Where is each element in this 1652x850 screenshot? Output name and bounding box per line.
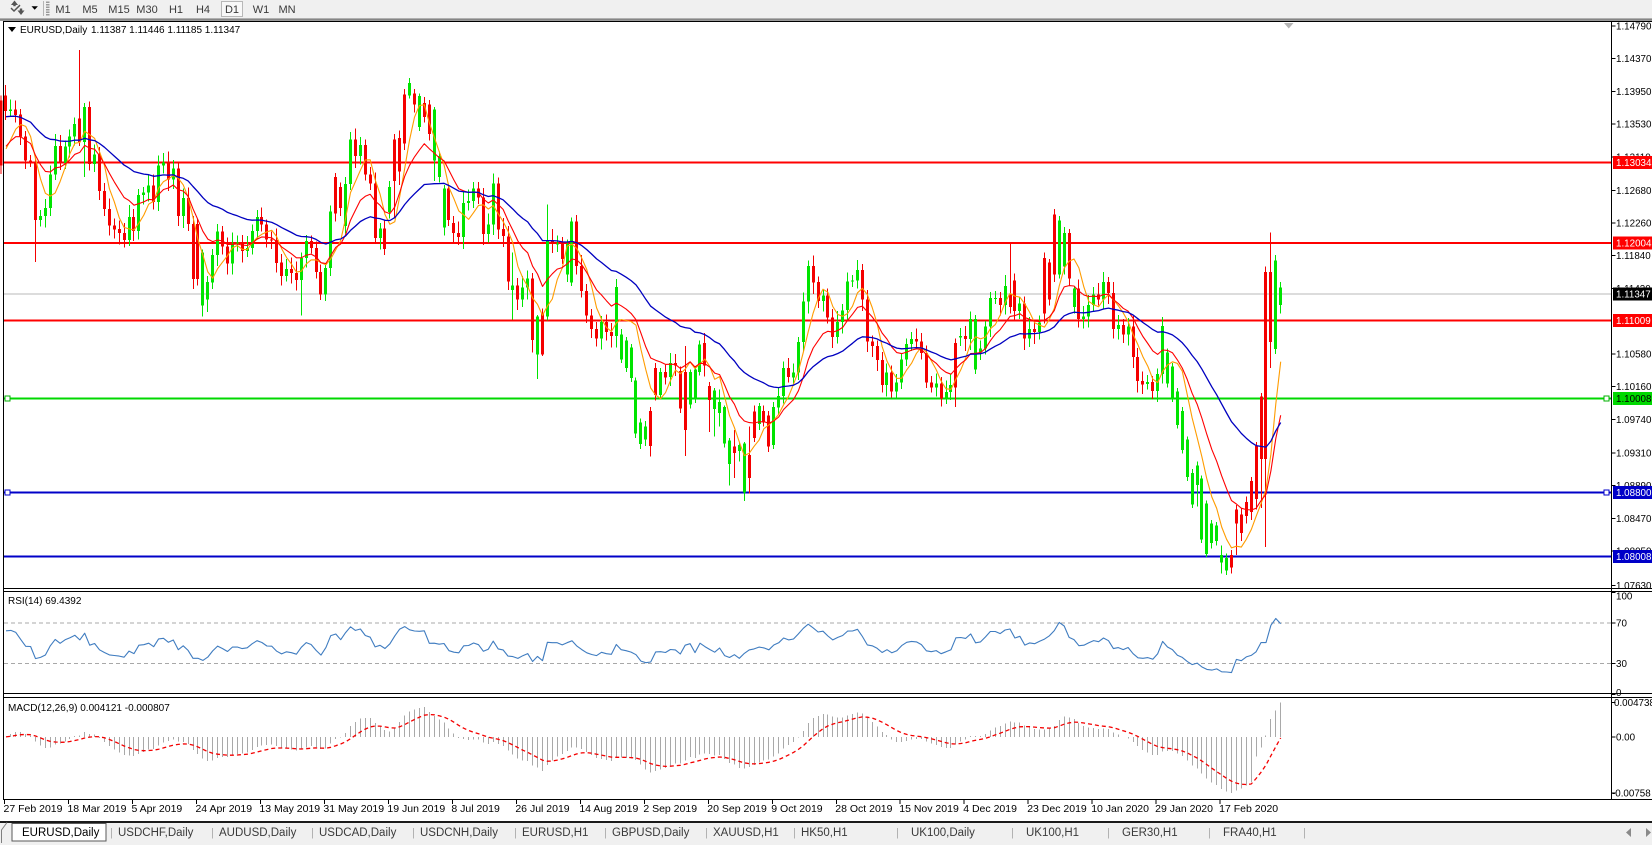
- svg-text:1.11347: 1.11347: [1616, 290, 1651, 301]
- svg-text:0: 0: [1616, 688, 1622, 699]
- svg-text:|: |: [793, 827, 796, 839]
- svg-text:XAUUSD,H1: XAUUSD,H1: [713, 827, 779, 839]
- svg-text:1.11009: 1.11009: [1616, 316, 1651, 327]
- svg-text:1.08470: 1.08470: [1616, 514, 1652, 525]
- svg-text:9 Oct 2019: 9 Oct 2019: [771, 803, 823, 815]
- svg-text:1.09310: 1.09310: [1616, 448, 1652, 459]
- svg-text:UK100,H1: UK100,H1: [1026, 827, 1079, 839]
- svg-text:29 Jan 2020: 29 Jan 2020: [1155, 803, 1213, 815]
- svg-text:0.004738: 0.004738: [1614, 698, 1652, 709]
- svg-text:20 Sep 2019: 20 Sep 2019: [707, 803, 767, 815]
- svg-text:|: |: [1107, 827, 1110, 839]
- svg-text:1.08008: 1.08008: [1616, 552, 1652, 563]
- svg-text:|: |: [1303, 827, 1306, 839]
- svg-text:|: |: [705, 827, 708, 839]
- svg-text:8 Jul 2019: 8 Jul 2019: [451, 803, 500, 815]
- svg-text:M1: M1: [55, 4, 70, 16]
- svg-text:EURUSD,H1: EURUSD,H1: [522, 827, 588, 839]
- svg-text:FRA40,H1: FRA40,H1: [1223, 827, 1277, 839]
- svg-text:70: 70: [1616, 618, 1627, 629]
- svg-text:|: |: [110, 827, 113, 839]
- svg-text:17 Feb 2020: 17 Feb 2020: [1219, 803, 1278, 815]
- svg-text:M30: M30: [136, 4, 157, 16]
- svg-text:1.11387 1.11446 1.11185 1.1134: 1.11387 1.11446 1.11185 1.11347: [91, 25, 241, 36]
- svg-text:1.12004: 1.12004: [1616, 238, 1652, 249]
- svg-text:2 Sep 2019: 2 Sep 2019: [643, 803, 697, 815]
- svg-text:USDCAD,Daily: USDCAD,Daily: [319, 827, 397, 839]
- svg-text:RSI(14) 69.4392: RSI(14) 69.4392: [8, 596, 82, 607]
- svg-text:15 Nov 2019: 15 Nov 2019: [899, 803, 959, 815]
- svg-text:30: 30: [1616, 659, 1627, 670]
- svg-text:|: |: [896, 827, 899, 839]
- svg-text:|: |: [412, 827, 415, 839]
- svg-text:USDCNH,Daily: USDCNH,Daily: [420, 827, 498, 839]
- svg-text:1.07630: 1.07630: [1616, 581, 1652, 592]
- svg-text:1.12680: 1.12680: [1616, 186, 1652, 197]
- svg-text:1.10160: 1.10160: [1616, 382, 1652, 393]
- svg-text:GBPUSD,Daily: GBPUSD,Daily: [612, 827, 690, 839]
- svg-text:1.10008: 1.10008: [1616, 394, 1652, 405]
- svg-text:1.13034: 1.13034: [1616, 158, 1652, 169]
- svg-text:5 Apr 2019: 5 Apr 2019: [131, 803, 182, 815]
- svg-text:H4: H4: [196, 4, 210, 16]
- svg-text:|: |: [311, 827, 314, 839]
- svg-text:|: |: [1208, 827, 1211, 839]
- svg-text:28 Oct 2019: 28 Oct 2019: [835, 803, 892, 815]
- svg-text:14 Aug 2019: 14 Aug 2019: [579, 803, 638, 815]
- svg-text:USDCHF,Daily: USDCHF,Daily: [118, 827, 194, 839]
- svg-text:M15: M15: [108, 4, 129, 16]
- svg-text:-0.00758: -0.00758: [1612, 788, 1651, 799]
- svg-text:M5: M5: [82, 4, 97, 16]
- svg-text:1.14370: 1.14370: [1616, 54, 1652, 65]
- svg-text:HK50,H1: HK50,H1: [801, 827, 848, 839]
- svg-text:1.11840: 1.11840: [1616, 251, 1651, 262]
- svg-text:1.12260: 1.12260: [1616, 219, 1652, 230]
- svg-text:10 Jan 2020: 10 Jan 2020: [1091, 803, 1149, 815]
- svg-text:13 May 2019: 13 May 2019: [259, 803, 320, 815]
- svg-text:|: |: [1011, 827, 1014, 839]
- svg-text:W1: W1: [253, 4, 270, 16]
- svg-text:1.14790: 1.14790: [1616, 21, 1652, 32]
- svg-text:UK100,Daily: UK100,Daily: [911, 827, 975, 839]
- svg-text:1.13530: 1.13530: [1616, 120, 1652, 131]
- svg-text:|: |: [514, 827, 517, 839]
- svg-text:23 Dec 2019: 23 Dec 2019: [1027, 803, 1087, 815]
- svg-text:D1: D1: [225, 4, 239, 16]
- svg-text:EURUSD,Daily: EURUSD,Daily: [20, 25, 87, 36]
- svg-text:27 Feb 2019: 27 Feb 2019: [4, 803, 63, 815]
- svg-text:0.00: 0.00: [1616, 733, 1636, 744]
- svg-text:26 Jul 2019: 26 Jul 2019: [515, 803, 569, 815]
- svg-text:1.09740: 1.09740: [1616, 415, 1652, 426]
- svg-text:GER30,H1: GER30,H1: [1122, 827, 1178, 839]
- svg-text:19 Jun 2019: 19 Jun 2019: [387, 803, 445, 815]
- svg-text:4 Dec 2019: 4 Dec 2019: [963, 803, 1017, 815]
- svg-text:|: |: [211, 827, 214, 839]
- svg-text:100: 100: [1616, 592, 1633, 603]
- svg-text:|: |: [604, 827, 607, 839]
- svg-text:24 Apr 2019: 24 Apr 2019: [195, 803, 252, 815]
- svg-text:MN: MN: [278, 4, 295, 16]
- svg-text:MACD(12,26,9) 0.004121 -0.0008: MACD(12,26,9) 0.004121 -0.000807: [8, 703, 170, 714]
- svg-text:31 May 2019: 31 May 2019: [323, 803, 384, 815]
- svg-text:18 Mar 2019: 18 Mar 2019: [67, 803, 126, 815]
- svg-text:1.08800: 1.08800: [1616, 488, 1652, 499]
- svg-text:EURUSD,Daily: EURUSD,Daily: [22, 827, 100, 839]
- svg-text:AUDUSD,Daily: AUDUSD,Daily: [219, 827, 297, 839]
- svg-text:1.10580: 1.10580: [1616, 349, 1652, 360]
- svg-text:H1: H1: [169, 4, 183, 16]
- svg-text:1.13950: 1.13950: [1616, 87, 1652, 98]
